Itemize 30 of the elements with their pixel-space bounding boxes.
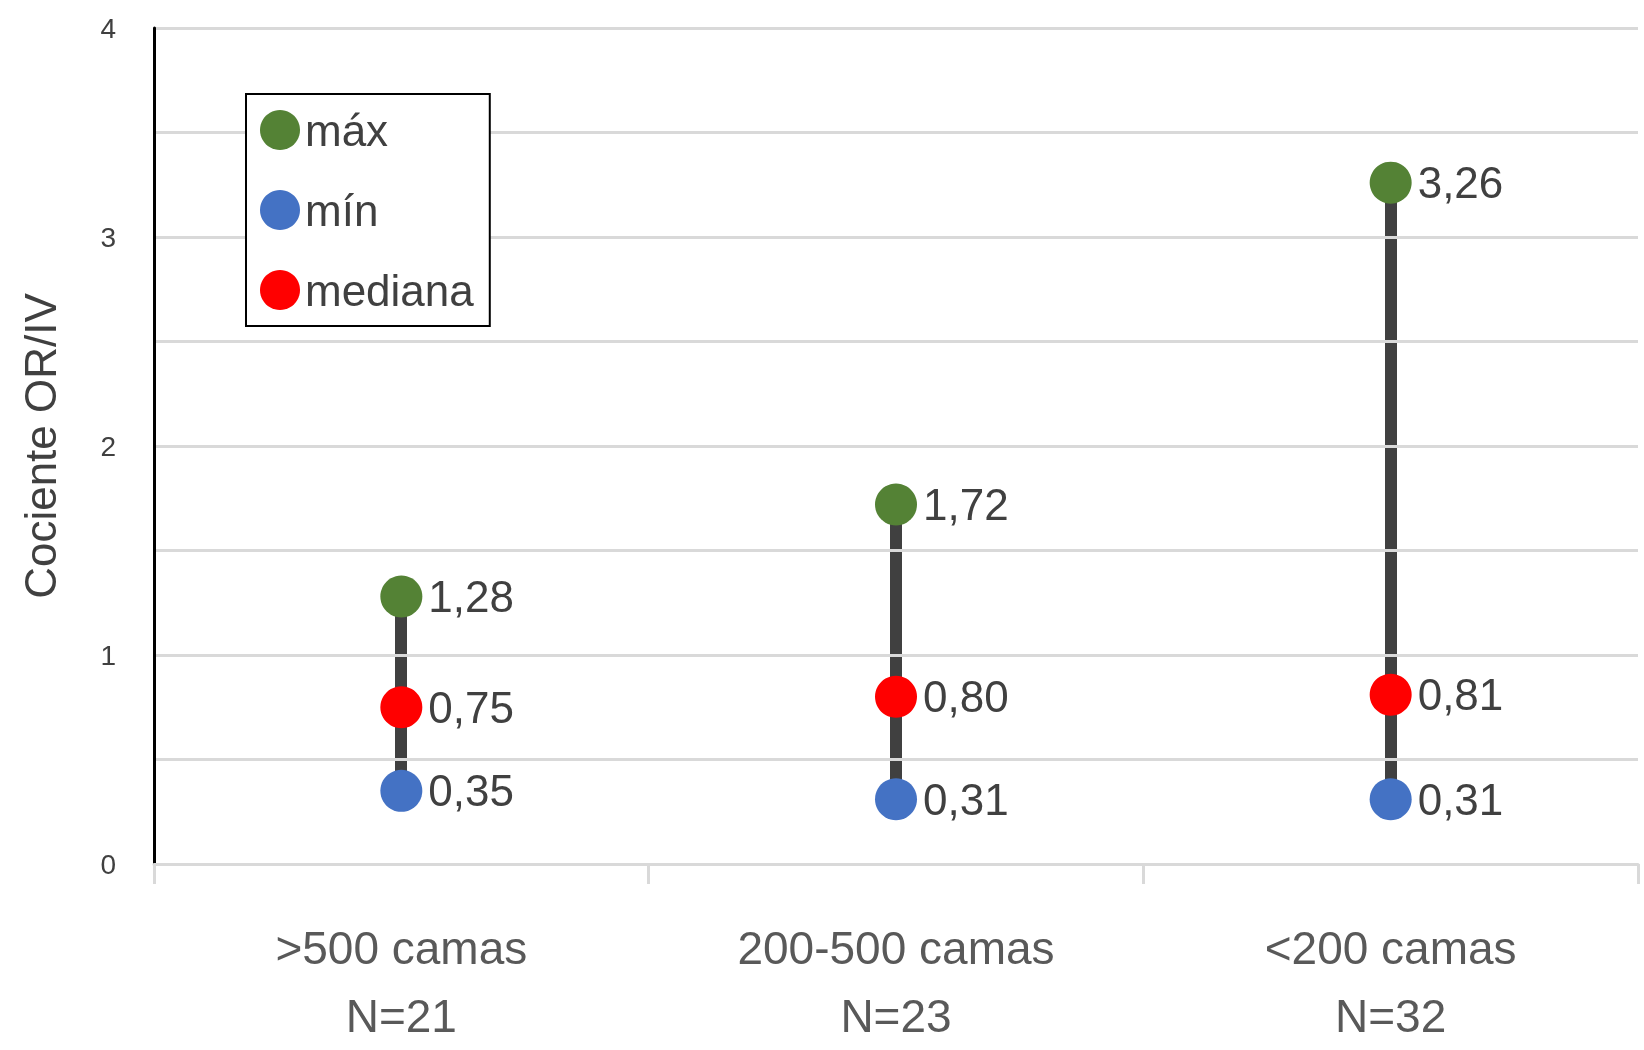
y-tick-label: 3 — [100, 221, 116, 253]
data-label: 3,26 — [1417, 158, 1504, 208]
data-label: 0,81 — [1417, 670, 1504, 720]
data-label: 0,75 — [428, 682, 514, 732]
data-label: 0,80 — [923, 672, 1009, 722]
point — [1369, 161, 1412, 204]
legend-label: mediana — [305, 265, 475, 315]
y-axis-title: Cociente OR/IV — [15, 292, 65, 599]
point — [1369, 778, 1412, 821]
data-label: 0,31 — [1417, 774, 1504, 824]
point — [380, 769, 423, 812]
y-tick-label: 4 — [100, 12, 116, 44]
y-tick-label: 0 — [100, 848, 116, 880]
point — [875, 778, 917, 821]
x-tick-label: 200-500 camas N=23 — [737, 922, 1055, 1042]
data-label: 0,35 — [428, 766, 514, 816]
y-tick-label: 1 — [100, 639, 116, 671]
point — [875, 483, 917, 526]
legend-label: máx — [305, 105, 389, 155]
point — [380, 686, 423, 729]
legend-label: mín — [305, 185, 379, 235]
x-tick-label: <200 camas N=32 — [1264, 922, 1517, 1042]
data-label: 0,31 — [923, 774, 1009, 824]
x-tick-label: >500 camas N=21 — [275, 922, 528, 1042]
point — [1369, 673, 1412, 716]
point — [380, 575, 423, 618]
point — [875, 675, 917, 718]
data-label: 1,28 — [428, 571, 514, 621]
data-label: 1,72 — [923, 480, 1009, 530]
y-tick-label: 2 — [100, 430, 116, 462]
